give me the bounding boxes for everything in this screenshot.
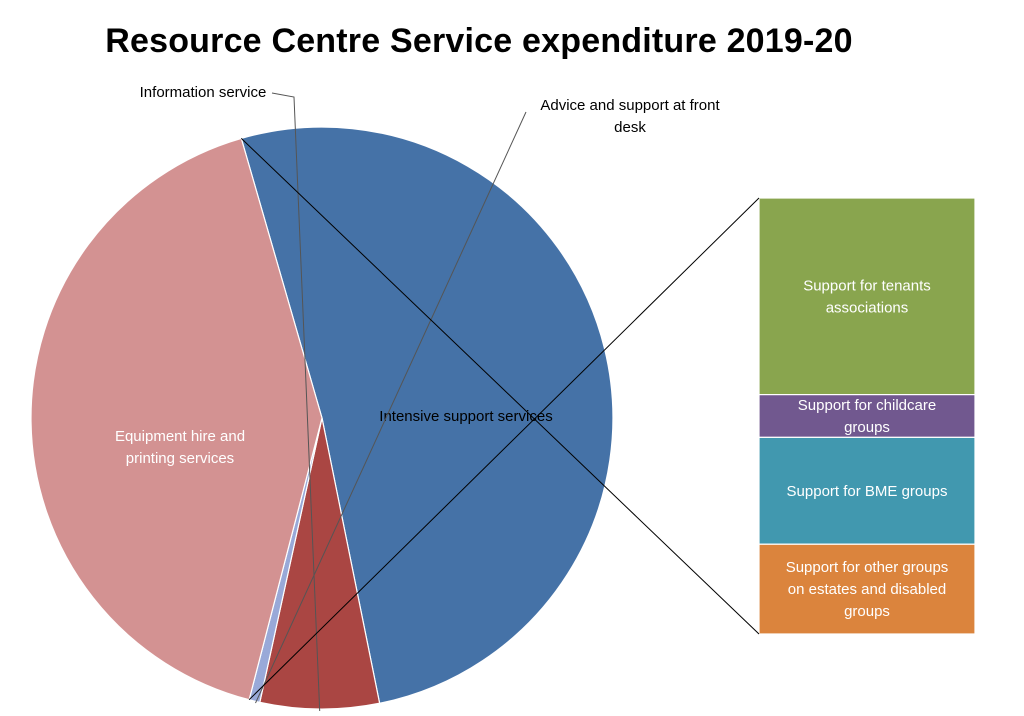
bar-segment-support-for-tenants-associations: [758, 197, 976, 396]
connector-line-top: [248, 197, 760, 701]
bar-segment-support-for-other-groups-on-estates-and-disabled-groups: [758, 543, 976, 635]
slice-label-intensive-support-services: Intensive support services: [379, 408, 552, 425]
bar-label-support-for-other-groups-on-estates-and-disabled-groups: Support for other groups on estates and d…: [786, 559, 949, 620]
pie-slice-equipment-hire-and-printing-services: [240, 126, 614, 704]
chart-title: Resource Centre Service expenditure 2019…: [105, 22, 853, 60]
leader-line-information-service: [271, 92, 321, 712]
leader-line-advice-support: [255, 111, 527, 704]
slice-label-equipment-hire-and-printing-services: Equipment hire and printing services: [115, 428, 245, 467]
bar-label-support-for-tenants-associations: Support for tenants associations: [803, 277, 931, 316]
pie-slice-intensive-support-services: [30, 137, 323, 701]
slice-label-advice-and-support-at-front-desk: Advice and support at front desk: [540, 97, 720, 136]
connector-line-bottom: [240, 138, 760, 635]
bar-label-support-for-childcare-groups: Support for childcare groups: [798, 397, 936, 436]
bar-segment-support-for-bme-groups: [758, 436, 976, 545]
bar-segment-support-for-childcare-groups: [758, 394, 976, 438]
bar-label-support-for-bme-groups: Support for BME groups: [787, 483, 948, 500]
slice-label-information-service: Information service: [140, 84, 267, 101]
